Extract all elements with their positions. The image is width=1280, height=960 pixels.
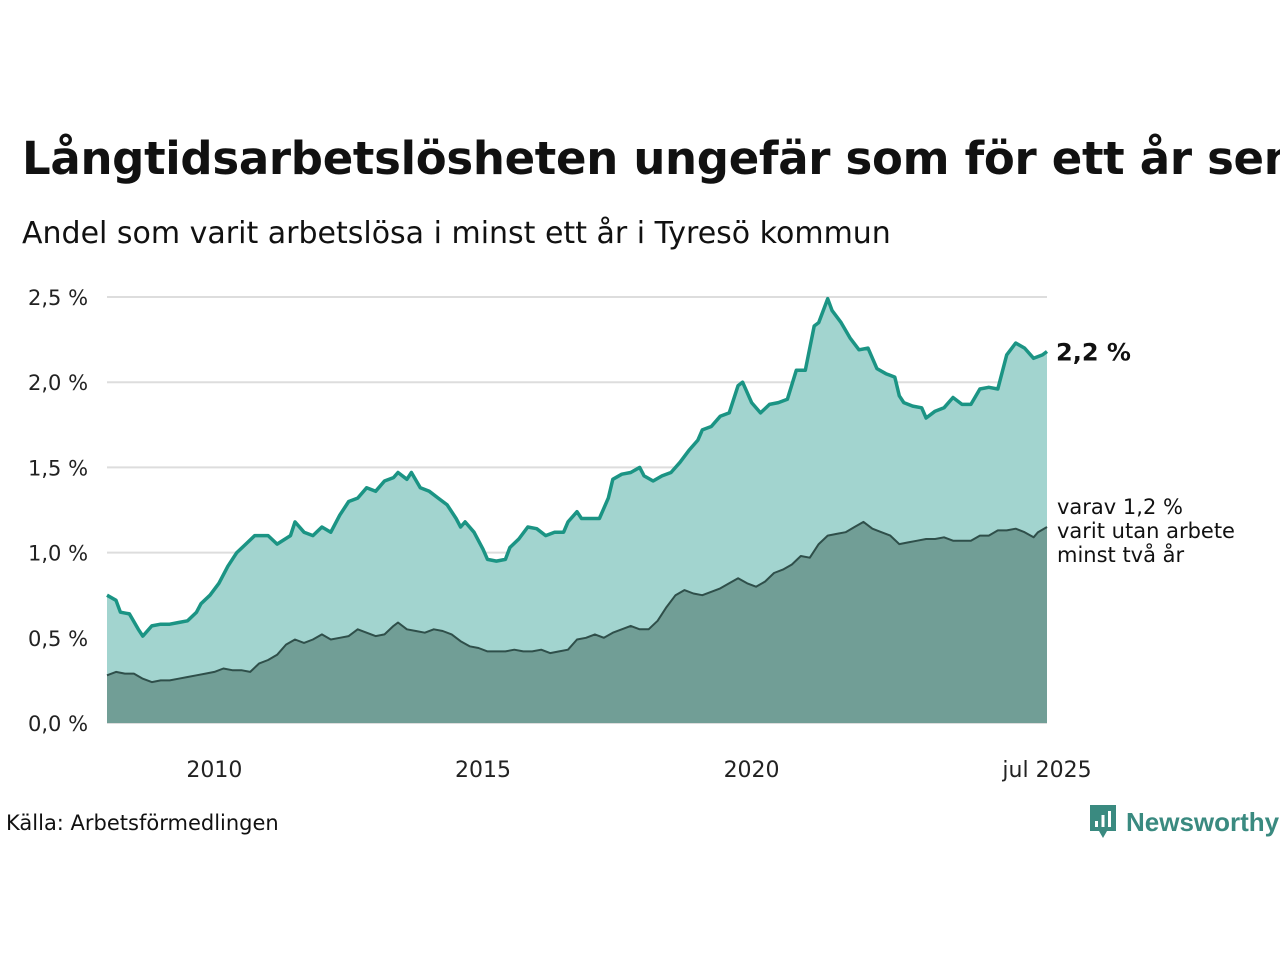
total-line xyxy=(106,296,1049,638)
sub-annotation-line: varit utan arbete xyxy=(1057,519,1235,543)
y-tick-label: 2,5 % xyxy=(28,286,88,310)
areas xyxy=(106,296,1049,723)
source-note: Källa: Arbetsförmedlingen xyxy=(6,811,279,835)
brand-name: Newsworthy xyxy=(1126,806,1280,837)
x-tick-label: 2020 xyxy=(724,758,780,783)
y-axis: 0,0 % 0,5 % 1,0 % 1,5 % 2,0 % 2,5 % xyxy=(28,286,88,736)
sub-area xyxy=(107,521,1047,723)
y-tick-label: 0,5 % xyxy=(28,627,88,651)
y-tick-label: 1,0 % xyxy=(28,542,88,566)
chart-subtitle: Andel som varit arbetslösa i minst ett å… xyxy=(22,216,891,251)
newsworthy-icon xyxy=(1090,805,1116,838)
x-tick-label: 2010 xyxy=(186,758,242,783)
y-tick-label: 0,0 % xyxy=(28,712,88,736)
x-tick-label: 2015 xyxy=(455,758,511,783)
sub-annotation-line: minst två år xyxy=(1057,542,1185,567)
total-value-label: 2,2 % xyxy=(1056,339,1131,367)
chart-title: Långtidsarbetslösheten ungefär som för e… xyxy=(22,132,1280,185)
y-tick-label: 1,5 % xyxy=(28,456,88,480)
y-tick-label: 2,0 % xyxy=(28,371,88,395)
x-axis: 2010 2015 2020 jul 2025 xyxy=(186,758,1091,783)
sub-line xyxy=(106,520,1048,684)
x-tick-label: jul 2025 xyxy=(1001,758,1091,783)
brand-logo[interactable]: Newsworthy xyxy=(1088,803,1279,841)
sub-annotation-line: varav 1,2 % xyxy=(1057,495,1183,519)
